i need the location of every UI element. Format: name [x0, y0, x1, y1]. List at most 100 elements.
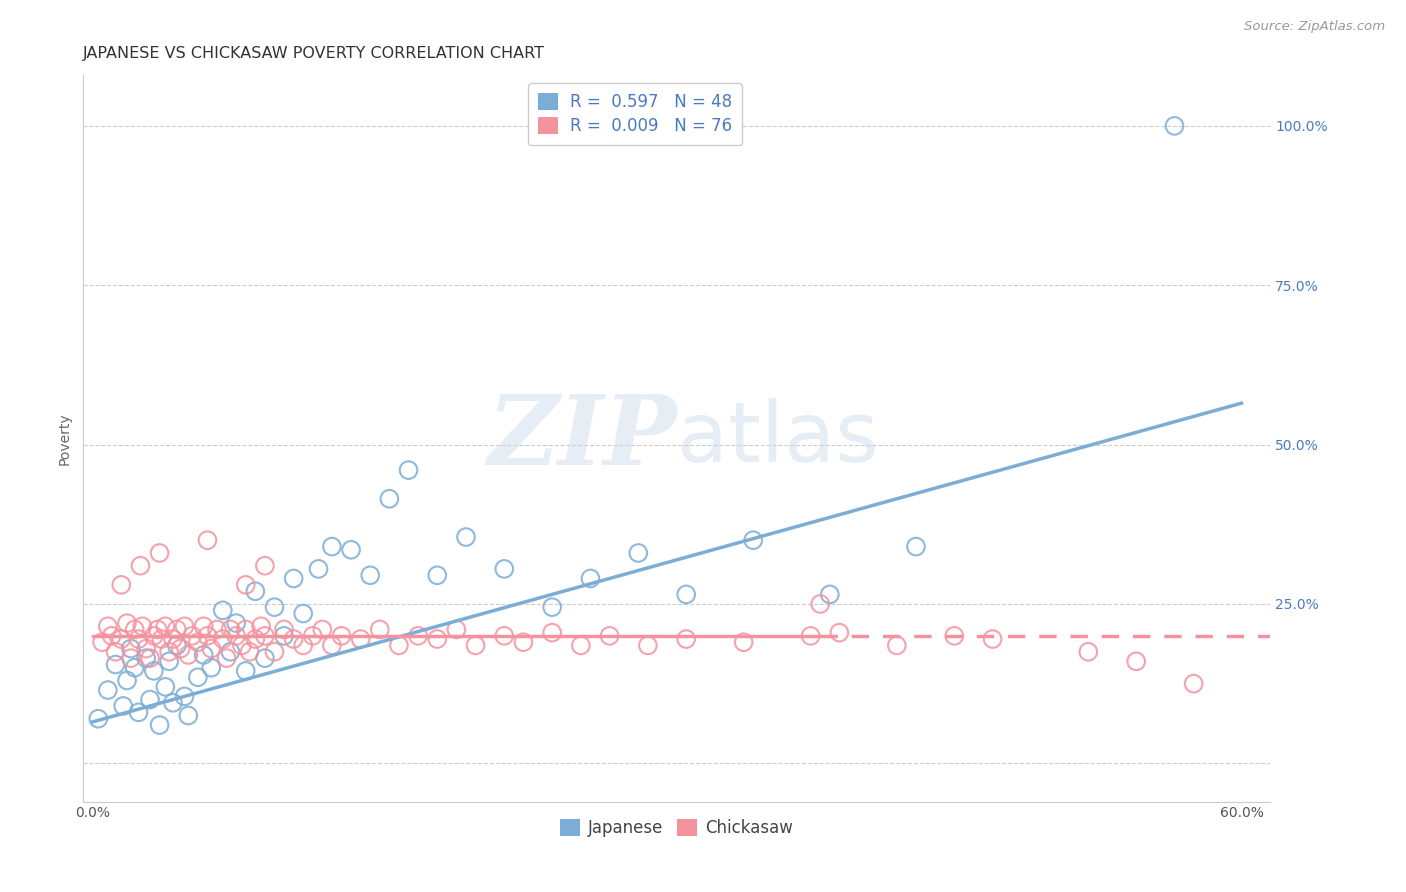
Point	[135, 641, 157, 656]
Point	[250, 619, 273, 633]
Point	[426, 632, 449, 646]
Point	[398, 463, 420, 477]
Point	[245, 632, 267, 646]
Point	[142, 664, 165, 678]
Point	[200, 641, 222, 656]
Point	[263, 645, 285, 659]
Point	[197, 533, 219, 548]
Point	[245, 584, 267, 599]
Point	[157, 654, 180, 668]
Point	[142, 629, 165, 643]
Point	[541, 600, 564, 615]
Point	[273, 623, 295, 637]
Point	[187, 670, 209, 684]
Legend: Japanese, Chickasaw: Japanese, Chickasaw	[554, 813, 800, 844]
Point	[219, 645, 242, 659]
Point	[200, 661, 222, 675]
Point	[124, 661, 146, 675]
Point	[91, 635, 114, 649]
Point	[235, 623, 257, 637]
Point	[742, 533, 765, 548]
Text: atlas: atlas	[676, 398, 879, 479]
Point	[120, 641, 142, 656]
Point	[283, 632, 305, 646]
Point	[273, 629, 295, 643]
Text: Source: ZipAtlas.com: Source: ZipAtlas.com	[1244, 20, 1385, 33]
Point	[231, 639, 253, 653]
Point	[263, 600, 285, 615]
Point	[733, 635, 755, 649]
Point	[112, 698, 135, 713]
Point	[146, 623, 169, 637]
Point	[173, 619, 195, 633]
Point	[87, 712, 110, 726]
Point	[359, 568, 381, 582]
Point	[162, 632, 184, 646]
Point	[627, 546, 650, 560]
Point	[886, 639, 908, 653]
Point	[675, 587, 697, 601]
Point	[128, 706, 150, 720]
Point	[569, 639, 592, 653]
Point	[162, 696, 184, 710]
Point	[301, 629, 323, 643]
Point	[104, 645, 127, 659]
Point	[340, 542, 363, 557]
Point	[166, 639, 188, 653]
Point	[454, 530, 477, 544]
Point	[446, 623, 468, 637]
Point	[100, 629, 122, 643]
Point	[239, 645, 262, 659]
Point	[235, 664, 257, 678]
Point	[494, 562, 516, 576]
Point	[120, 651, 142, 665]
Point	[464, 639, 486, 653]
Point	[115, 673, 138, 688]
Point	[321, 540, 343, 554]
Point	[205, 623, 228, 637]
Point	[197, 629, 219, 643]
Point	[181, 629, 204, 643]
Point	[378, 491, 401, 506]
Point	[193, 648, 215, 662]
Point	[1125, 654, 1147, 668]
Text: JAPANESE VS CHICKASAW POVERTY CORRELATION CHART: JAPANESE VS CHICKASAW POVERTY CORRELATIO…	[83, 46, 546, 62]
Point	[104, 657, 127, 672]
Point	[187, 635, 209, 649]
Point	[177, 708, 200, 723]
Point	[808, 597, 831, 611]
Point	[675, 632, 697, 646]
Point	[215, 651, 238, 665]
Point	[283, 572, 305, 586]
Point	[904, 540, 927, 554]
Point	[139, 692, 162, 706]
Point	[219, 623, 242, 637]
Point	[169, 641, 191, 656]
Point	[350, 632, 373, 646]
Point	[235, 578, 257, 592]
Point	[818, 587, 841, 601]
Point	[131, 619, 153, 633]
Point	[110, 578, 132, 592]
Point	[800, 629, 823, 643]
Point	[1182, 676, 1205, 690]
Point	[149, 718, 172, 732]
Point	[311, 623, 333, 637]
Point	[253, 558, 276, 573]
Point	[1077, 645, 1099, 659]
Point	[943, 629, 966, 643]
Point	[321, 639, 343, 653]
Point	[225, 616, 247, 631]
Point	[110, 632, 132, 646]
Point	[406, 629, 429, 643]
Point	[97, 619, 120, 633]
Point	[253, 629, 276, 643]
Point	[128, 632, 150, 646]
Point	[388, 639, 411, 653]
Point	[166, 623, 188, 637]
Point	[494, 629, 516, 643]
Point	[541, 625, 564, 640]
Point	[129, 558, 152, 573]
Point	[155, 619, 177, 633]
Point	[308, 562, 330, 576]
